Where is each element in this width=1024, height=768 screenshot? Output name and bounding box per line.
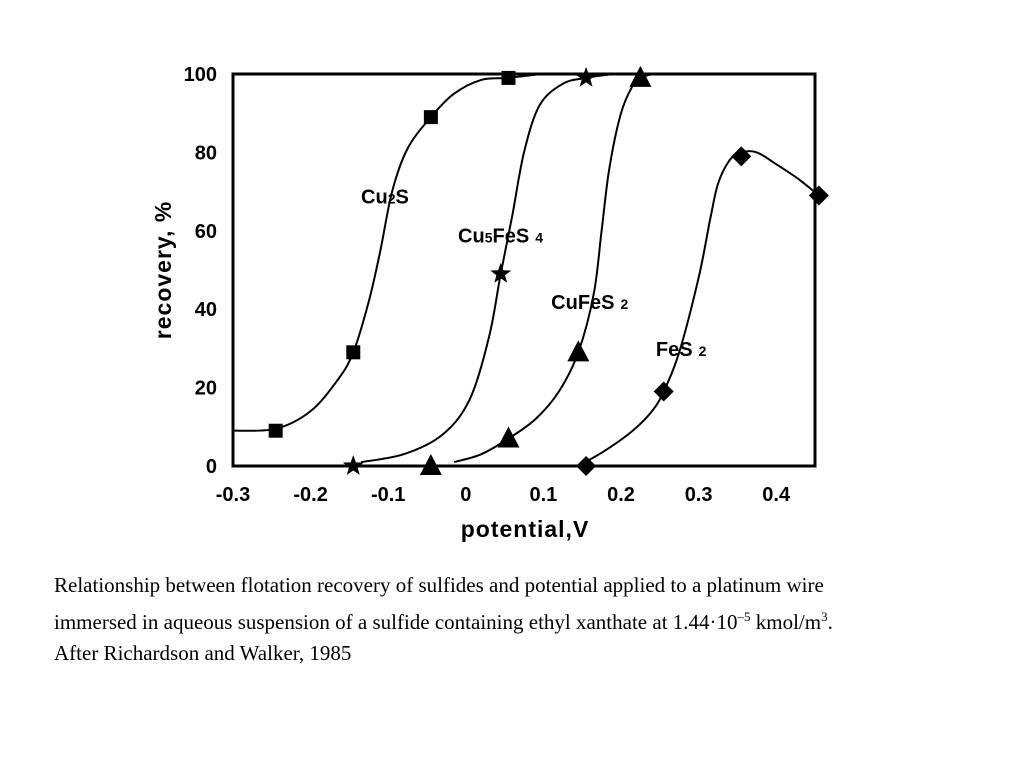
data-point-Cu5FeS4 — [575, 66, 597, 87]
caption-unit: kmol/m — [750, 610, 822, 634]
series-labels: Cu2S Cu5FeS 4 CuFeS 2 FeS 2 — [361, 186, 707, 361]
data-point-FeS2 — [576, 456, 597, 476]
data-point-FeS2 — [653, 381, 674, 402]
recovery-potential-chart: -0.3 -0.2 -0.1 0 0.1 0.2 0.3 0.4 0 20 40 60 80 100 Cu… — [150, 64, 829, 542]
data-point-CuFeS2 — [567, 340, 590, 362]
series-label-Cu2S: Cu2S — [361, 186, 409, 208]
tick-labels: -0.3 -0.2 -0.1 0 0.1 0.2 0.3 0.4 0 20 40 60 80 100 — [184, 64, 791, 506]
y-tick-label: 100 — [184, 64, 217, 86]
fit-curves — [232, 72, 820, 467]
data-point-CuFeS2 — [419, 454, 442, 475]
x-tick-label: -0.1 — [371, 484, 405, 506]
x-tick-label: 0.1 — [529, 484, 557, 506]
data-point-Cu2S — [423, 110, 438, 125]
x-tick-label: 0.4 — [762, 484, 791, 506]
x-tick-label: 0 — [460, 484, 471, 506]
curve-CuFeS2 — [453, 73, 653, 464]
data-point-Cu2S — [268, 423, 283, 438]
data-point-Cu5FeS4 — [490, 262, 512, 283]
caption-unit-exponent: 3 — [821, 609, 828, 624]
y-tick-label: 20 — [195, 378, 217, 400]
y-tick-label: 80 — [195, 142, 217, 164]
data-point-FeS2 — [731, 146, 752, 167]
y-tick-label: 0 — [206, 456, 217, 478]
caption-source: . After Richardson and Walker, 1985 — [54, 610, 833, 665]
curve-Cu2S — [232, 72, 575, 432]
series-label-FeS2: FeS 2 — [656, 339, 707, 361]
data-point-Cu2S — [346, 345, 361, 360]
y-tick-label: 40 — [195, 299, 217, 321]
curve-FeS2 — [577, 150, 820, 467]
series-label-Cu5FeS4: Cu5FeS 4 — [458, 226, 543, 248]
x-tick-label: 0.3 — [685, 484, 713, 506]
data-point-Cu5FeS4 — [342, 455, 364, 475]
x-tick-label: -0.2 — [293, 484, 327, 506]
data-point-CuFeS2 — [497, 426, 520, 448]
x-axis-title: potential,V — [461, 516, 590, 542]
caption-exponent: –5 — [737, 609, 751, 624]
data-point-CuFeS2 — [629, 65, 652, 87]
data-point-FeS2 — [808, 185, 829, 206]
plot-area-frame — [231, 72, 817, 468]
data-point-Cu2S — [501, 70, 516, 85]
data-markers — [268, 65, 829, 476]
figure-caption: Relationship between flotation recovery … — [54, 570, 874, 669]
y-axis-title: recovery, % — [150, 201, 176, 339]
curve-Cu5FeS4 — [360, 73, 614, 464]
x-tick-label: -0.3 — [216, 484, 250, 506]
series-label-CuFeS2: CuFeS 2 — [551, 292, 628, 314]
caption-text: Relationship between flotation recovery … — [54, 573, 824, 634]
y-tick-label: 60 — [195, 221, 217, 243]
x-tick-label: 0.2 — [607, 484, 635, 506]
